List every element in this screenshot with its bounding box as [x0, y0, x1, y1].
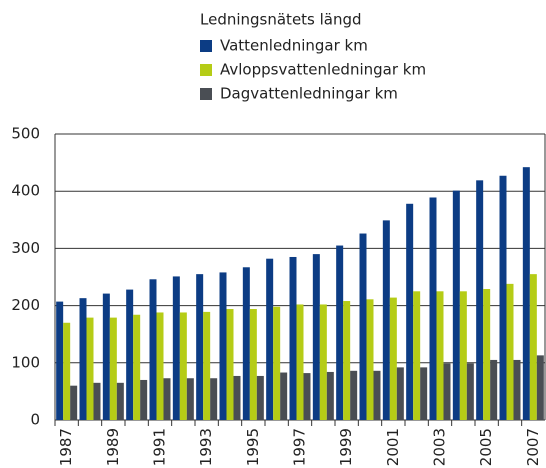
bar	[149, 279, 157, 420]
bar	[249, 309, 257, 420]
bar	[156, 312, 164, 420]
bar	[436, 291, 444, 420]
bar	[476, 180, 484, 420]
bar	[466, 363, 474, 420]
x-tick-label: 1995	[244, 428, 262, 466]
bar	[196, 274, 204, 420]
bar	[56, 301, 64, 420]
legend-swatch	[200, 64, 212, 76]
bar	[303, 373, 311, 420]
bar	[389, 297, 397, 420]
bar	[140, 379, 148, 420]
bar	[79, 298, 87, 420]
bar	[116, 382, 124, 420]
x-tick-label: 2003	[431, 428, 449, 466]
bar	[483, 289, 491, 420]
bar	[529, 274, 537, 420]
x-tick-label: 2001	[384, 428, 402, 466]
bar	[86, 317, 94, 420]
bar	[289, 256, 297, 420]
bar	[406, 203, 414, 420]
x-tick-label: 2005	[477, 428, 495, 466]
bar	[219, 272, 227, 420]
bar	[172, 276, 180, 420]
legend-label: Vattenledningar km	[220, 37, 368, 55]
bar	[109, 317, 117, 420]
bar	[226, 309, 234, 420]
bar	[452, 190, 460, 420]
bar	[490, 359, 498, 420]
bar	[210, 378, 218, 420]
bar	[343, 301, 351, 420]
bar	[336, 245, 344, 420]
legend-label: Dagvattenledningar km	[220, 85, 398, 103]
y-tick-label: 200	[11, 296, 40, 314]
bar	[506, 283, 514, 420]
bar	[319, 304, 327, 420]
bar	[459, 291, 467, 420]
bar	[429, 197, 437, 420]
bar	[133, 314, 141, 420]
legend-label: Avloppsvattenledningar km	[220, 61, 426, 79]
bar	[366, 299, 374, 420]
x-tick-label: 1987	[57, 428, 75, 466]
bar	[93, 382, 101, 420]
bar	[280, 372, 288, 420]
bar	[312, 254, 320, 420]
bar	[203, 311, 211, 420]
bar	[396, 367, 404, 420]
x-tick-label: 2007	[524, 428, 542, 466]
x-tick-label: 1993	[197, 428, 215, 466]
x-tick-label: 1991	[151, 428, 169, 466]
y-tick-label: 0	[30, 411, 40, 429]
legend-swatch	[200, 40, 212, 52]
x-tick-label: 1999	[337, 428, 355, 466]
bar	[273, 306, 281, 420]
bar	[359, 233, 367, 420]
bar	[513, 359, 521, 420]
bar	[373, 370, 381, 420]
bar	[242, 267, 250, 420]
bar	[186, 378, 194, 420]
bar	[102, 293, 110, 420]
bar	[126, 289, 134, 420]
bar	[296, 304, 304, 420]
bar	[522, 167, 530, 420]
bar	[536, 355, 544, 420]
legend-title: Ledningsnätets längd	[200, 11, 362, 29]
bar	[266, 258, 274, 420]
bar	[382, 220, 390, 420]
y-tick-label: 400	[11, 182, 40, 200]
bar	[443, 363, 451, 420]
bar	[326, 371, 334, 420]
legend-swatch	[200, 88, 212, 100]
x-tick-label: 1997	[291, 428, 309, 466]
bar	[499, 175, 507, 420]
bar	[420, 367, 428, 420]
bar	[63, 322, 71, 420]
bar	[256, 375, 264, 420]
y-tick-label: 500	[11, 125, 40, 143]
y-tick-label: 100	[11, 353, 40, 371]
x-tick-label: 1989	[104, 428, 122, 466]
bar	[413, 291, 421, 420]
y-tick-label: 300	[11, 239, 40, 257]
bar	[163, 378, 171, 420]
bar	[233, 375, 241, 420]
bar	[70, 385, 78, 420]
bar	[350, 370, 358, 420]
bar	[179, 312, 187, 420]
